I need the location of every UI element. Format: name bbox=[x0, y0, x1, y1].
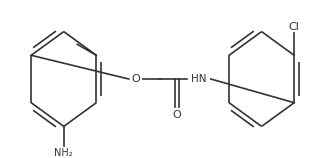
Text: O: O bbox=[131, 74, 140, 84]
Text: HN: HN bbox=[191, 74, 207, 84]
Text: NH₂: NH₂ bbox=[55, 148, 73, 158]
Text: O: O bbox=[173, 110, 181, 120]
Text: Cl: Cl bbox=[289, 22, 300, 32]
